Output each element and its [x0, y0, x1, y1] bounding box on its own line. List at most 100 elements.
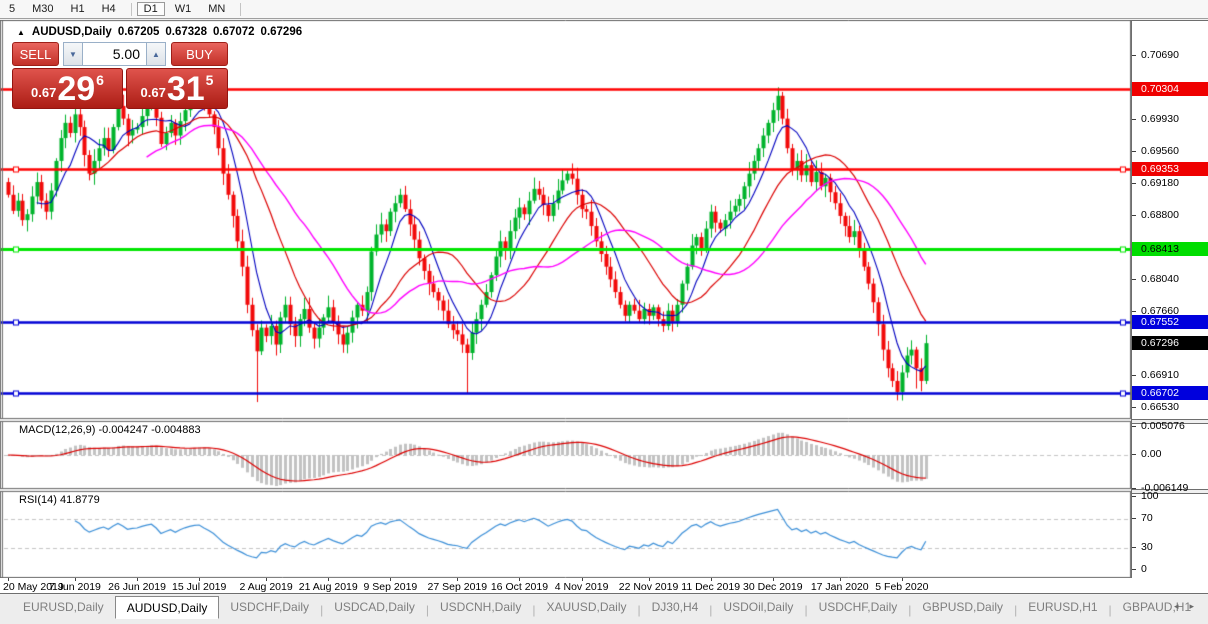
tab-audusd-daily[interactable]: AUDUSD,Daily — [114, 596, 220, 619]
tab-xauusd-daily[interactable]: XAUUSD,Daily — [546, 599, 627, 614]
time-axis-label: 4 Nov 2019 — [554, 581, 609, 593]
price-scale-label: 0.67660 — [1141, 305, 1179, 317]
price-scale-label: 0.69930 — [1141, 113, 1179, 125]
tab-separator: | — [425, 603, 429, 617]
level-price-badge: 0.68413 — [1132, 242, 1208, 256]
tab-eurusd-h1[interactable]: EURUSD,H1 — [1028, 599, 1098, 614]
timeframe-button-W1[interactable]: W1 — [174, 3, 192, 15]
scale-tick-mark — [1132, 454, 1136, 455]
scale-tick-mark — [1132, 119, 1136, 120]
tab-separator: | — [709, 603, 713, 617]
tab-gbpusd-daily[interactable]: GBPUSD,Daily — [922, 599, 1004, 614]
tab-usdoil-daily[interactable]: USDOil,Daily — [723, 599, 794, 614]
rsi-scale-label: 30 — [1141, 541, 1153, 553]
macd-label: MACD(12,26,9) -0.004247 -0.004883 — [19, 424, 201, 436]
time-tick-mark — [840, 578, 841, 581]
time-axis-label: 7 Jun 2019 — [48, 581, 101, 593]
price-scale-label: 0.69180 — [1141, 177, 1179, 189]
timeframe-button-H1[interactable]: H1 — [70, 3, 85, 15]
time-tick-mark — [773, 578, 774, 581]
tab-separator: | — [1014, 603, 1018, 617]
time-axis-label: 9 Sep 2019 — [363, 581, 418, 593]
volume-input[interactable]: 5.00 — [83, 42, 146, 66]
rsi-scale-label: 100 — [1141, 490, 1159, 502]
scale-tick-mark — [1132, 496, 1136, 497]
macd-scale-label: 0.00 — [1141, 448, 1162, 460]
time-axis-label: 5 Feb 2020 — [875, 581, 929, 593]
tab-scroll-controls: ◂ ▸ — [1174, 601, 1194, 612]
tab-usdcnh-daily[interactable]: USDCNH,Daily — [440, 599, 522, 614]
timeframe-button-MN[interactable]: MN — [208, 3, 226, 15]
scale-tick-mark — [1132, 547, 1136, 548]
volume-decrease-button[interactable]: ▼ — [63, 42, 83, 66]
sell-price-button[interactable]: 0.67 29 6 — [12, 68, 123, 109]
time-axis-label: 27 Sep 2019 — [427, 581, 488, 593]
time-tick-mark — [199, 578, 200, 581]
sell-button[interactable]: SELL — [12, 42, 59, 66]
time-axis-label: 16 Oct 2019 — [490, 581, 549, 593]
current-price-badge: 0.67296 — [1132, 336, 1208, 350]
time-tick-mark — [75, 578, 76, 581]
ohlc-high: 0.67328 — [165, 26, 207, 38]
scale-tick-mark — [1132, 55, 1136, 56]
window-collapse-icon[interactable]: ▲ — [17, 27, 25, 37]
price-chart-canvas[interactable] — [0, 20, 1131, 578]
volume-stepper: ▼ 5.00 ▲ — [63, 42, 166, 66]
chart-tab-bar: EURUSD,Daily AUDUSD,Daily USDCHF,Daily | USD… — [0, 595, 1208, 624]
price-scale-label: 0.68040 — [1141, 273, 1179, 285]
price-scale-label: 0.68800 — [1141, 209, 1179, 221]
scale-tick-mark — [1132, 426, 1136, 427]
time-axis-label: 26 Jun 2019 — [108, 581, 166, 593]
time-tick-mark — [266, 578, 267, 581]
toolbar-separator — [130, 2, 132, 16]
timeframe-button-5[interactable]: 5 — [9, 3, 16, 15]
tab-scroll-left-icon[interactable]: ◂ — [1173, 601, 1179, 611]
scale-tick-mark — [1132, 569, 1136, 570]
tab-separator: | — [320, 603, 324, 617]
time-tick-mark — [519, 578, 520, 581]
tab-usdchf-daily[interactable]: USDCHF,Daily — [818, 599, 898, 614]
timeframe-button-H4[interactable]: H4 — [101, 3, 116, 15]
triangle-up-icon: ▲ — [152, 49, 160, 59]
timeframe-button-M30[interactable]: M30 — [32, 3, 54, 15]
price-scale-label: 0.69560 — [1141, 145, 1179, 157]
level-price-badge: 0.66702 — [1132, 386, 1208, 400]
tab-usdcad-daily[interactable]: USDCAD,Daily — [334, 599, 415, 614]
scale-tick-mark — [1132, 151, 1136, 152]
ohlc-close: 0.67296 — [260, 26, 303, 38]
tab-usdchf-daily[interactable]: USDCHF,Daily — [230, 599, 310, 614]
price-scale[interactable]: 0.70690 0.69930 0.69560 0.69180 0.68800 0.680… — [1131, 20, 1208, 578]
buy-button[interactable]: BUY — [171, 42, 228, 66]
scale-tick-mark — [1132, 311, 1136, 312]
sell-price-pip: 6 — [96, 72, 104, 88]
tab-gbpaud-h1[interactable]: GBPAUD,H1 — [1122, 599, 1192, 614]
tab-separator: | — [637, 603, 641, 617]
time-tick-mark — [390, 578, 391, 581]
scale-tick-mark — [1132, 279, 1136, 280]
scale-tick-mark — [1132, 375, 1136, 376]
scale-tick-mark — [1132, 183, 1136, 184]
panel-splitter[interactable] — [1132, 419, 1208, 424]
sell-price-prefix: 0.67 — [31, 85, 57, 100]
ohlc-open: 0.67205 — [117, 26, 160, 38]
tab-separator: | — [804, 603, 808, 617]
tab-separator: | — [1108, 603, 1112, 617]
time-tick-mark — [328, 578, 329, 581]
one-click-trading-panel: SELL ▼ 5.00 ▲ BUY 0.67 29 6 0.67 31 5 — [12, 42, 230, 109]
time-tick-mark — [582, 578, 583, 581]
volume-increase-button[interactable]: ▲ — [146, 42, 166, 66]
timeframe-button-D1[interactable]: D1 — [136, 2, 165, 16]
time-tick-mark — [8, 578, 9, 581]
toolbar-separator — [240, 2, 242, 16]
time-tick-mark — [457, 578, 458, 581]
level-price-badge: 0.69353 — [1132, 162, 1208, 176]
price-scale-label: 0.70690 — [1141, 49, 1179, 61]
sell-price-big: 29 — [57, 70, 96, 109]
panel-splitter[interactable] — [1132, 489, 1208, 494]
time-axis[interactable]: 20 May 2019 7 Jun 2019 26 Jun 2019 15 Jul 2… — [0, 578, 1208, 594]
scale-tick-mark — [1132, 518, 1136, 519]
tab-eurusd-daily[interactable]: EURUSD,Daily — [23, 599, 104, 614]
buy-price-button[interactable]: 0.67 31 5 — [126, 68, 228, 109]
tab-dj30-h4[interactable]: DJ30,H4 — [651, 599, 699, 614]
tab-scroll-right-icon[interactable]: ▸ — [1189, 601, 1194, 611]
